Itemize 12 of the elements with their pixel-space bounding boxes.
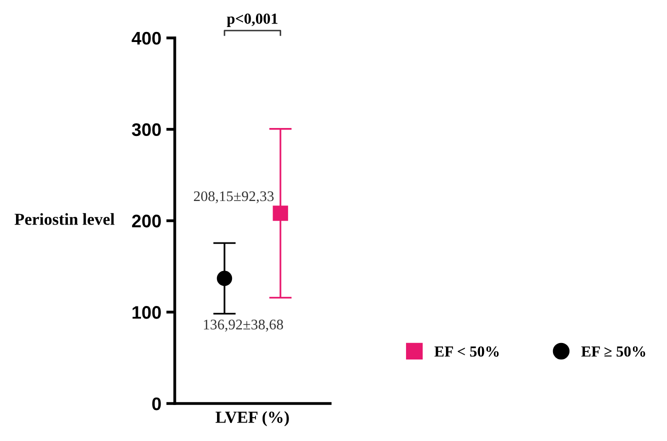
- text: p<0,001: [226, 14, 278, 27]
- legend-label: EF < 50%: [434, 346, 499, 357]
- legend-label: EF ≥ 50%: [581, 346, 646, 357]
- y-tick-label: 100: [132, 306, 161, 319]
- y-axis-title: Periostin level: [14, 213, 114, 225]
- y-tick-label: 400: [132, 32, 161, 45]
- y-tick-label: 300: [132, 123, 161, 136]
- y-tick-label: 0: [152, 397, 161, 410]
- data-label: 208,15±92,33: [194, 191, 274, 204]
- data-label: 136,92±38,68: [204, 320, 284, 332]
- y-tick-label: 200: [132, 214, 161, 228]
- x-axis-title: LVEF (%): [216, 411, 289, 426]
